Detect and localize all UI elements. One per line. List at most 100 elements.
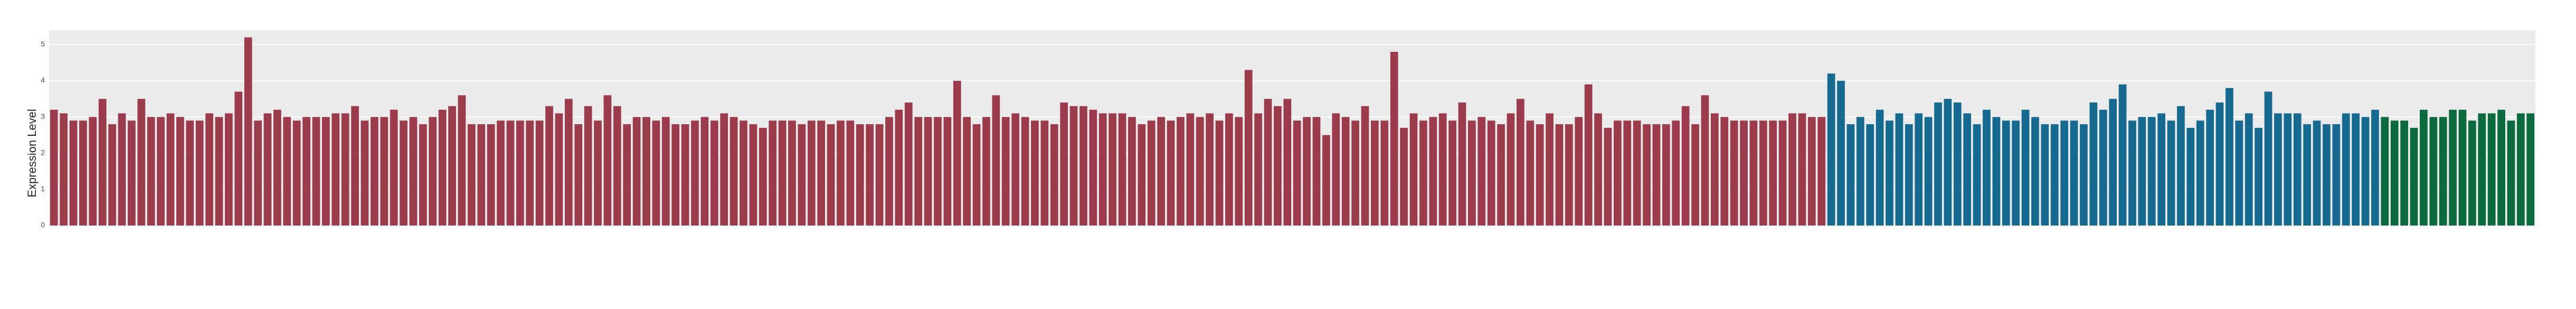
bar — [332, 113, 340, 226]
bar — [2293, 113, 2302, 226]
bar — [2332, 124, 2341, 226]
bar — [1497, 124, 1505, 226]
bar — [2429, 117, 2438, 226]
bar — [1575, 117, 1583, 226]
bar — [1720, 117, 1729, 226]
bar — [176, 117, 184, 226]
y-tick-label: 4 — [41, 76, 45, 85]
bar — [225, 113, 233, 226]
bar — [594, 120, 602, 226]
bar — [2468, 120, 2476, 226]
bar — [1905, 124, 1913, 226]
bar — [1098, 113, 1107, 226]
bar — [1536, 124, 1544, 226]
bar — [2507, 120, 2515, 226]
bar — [1118, 113, 1126, 226]
bar — [2264, 91, 2272, 226]
bar — [661, 117, 670, 226]
y-tick-label: 1 — [41, 184, 45, 193]
bar — [837, 120, 845, 226]
bar — [2089, 102, 2098, 226]
bar — [671, 124, 680, 226]
bar — [1740, 120, 1748, 226]
bar — [691, 120, 699, 226]
bar — [1177, 117, 1185, 226]
bar — [429, 117, 437, 226]
bar — [2109, 99, 2117, 226]
bar — [914, 117, 923, 226]
bar — [186, 120, 194, 226]
bar — [1147, 120, 1156, 226]
bar — [1274, 106, 1282, 226]
bar — [1001, 117, 1010, 226]
bar — [895, 109, 903, 226]
bar — [1167, 120, 1175, 226]
bar — [2225, 88, 2233, 226]
bar — [215, 117, 223, 226]
bar — [419, 124, 427, 226]
bar — [2244, 113, 2253, 226]
bar — [2487, 113, 2496, 226]
bar — [1710, 113, 1719, 226]
bar — [972, 124, 981, 226]
bar — [2128, 120, 2136, 226]
bar — [1623, 120, 1632, 226]
bar — [953, 80, 961, 226]
bar — [2497, 109, 2505, 226]
bar — [1749, 120, 1758, 226]
bar — [875, 124, 884, 226]
bar — [2177, 106, 2185, 226]
bar — [1429, 117, 1437, 226]
bar — [1973, 124, 1981, 226]
bar — [2303, 124, 2311, 226]
bar — [1351, 120, 1359, 226]
bar — [1788, 113, 1796, 226]
bar — [79, 120, 87, 226]
bar — [2118, 84, 2127, 226]
bar — [400, 120, 408, 226]
bar — [555, 113, 563, 226]
bar — [2196, 120, 2204, 226]
bar — [681, 124, 689, 226]
bar — [934, 117, 942, 226]
bar — [273, 109, 281, 226]
bar — [137, 99, 146, 226]
bar — [1293, 120, 1301, 226]
bar — [321, 117, 330, 226]
bar — [632, 117, 641, 226]
bar — [302, 117, 310, 226]
bar — [1837, 80, 1845, 226]
bar — [128, 120, 136, 226]
bar — [438, 109, 447, 226]
bar — [2031, 117, 2039, 226]
bar — [1526, 120, 1535, 226]
bar — [924, 117, 932, 226]
bar — [516, 120, 524, 226]
bar — [2002, 120, 2010, 226]
bar — [2012, 120, 2020, 226]
y-tick-label: 5 — [41, 40, 45, 48]
bar — [89, 117, 97, 226]
bar — [963, 117, 971, 226]
bar — [1944, 99, 1952, 226]
bar — [477, 124, 486, 226]
bar — [1196, 117, 1204, 226]
bar — [1613, 120, 1622, 226]
bar — [2186, 128, 2195, 226]
bar — [1438, 113, 1447, 226]
bar — [807, 120, 816, 226]
y-axis-label: Expression Level — [25, 109, 39, 198]
bar — [351, 106, 359, 226]
bar — [2274, 113, 2282, 226]
bar — [1361, 106, 1369, 226]
bar — [2517, 113, 2525, 226]
bar — [827, 124, 835, 226]
bar — [2041, 124, 2049, 226]
bar — [1341, 117, 1350, 226]
bar — [1633, 120, 1641, 226]
bar — [108, 124, 116, 226]
bar — [856, 124, 864, 226]
bar — [118, 113, 126, 226]
bar — [1186, 113, 1195, 226]
